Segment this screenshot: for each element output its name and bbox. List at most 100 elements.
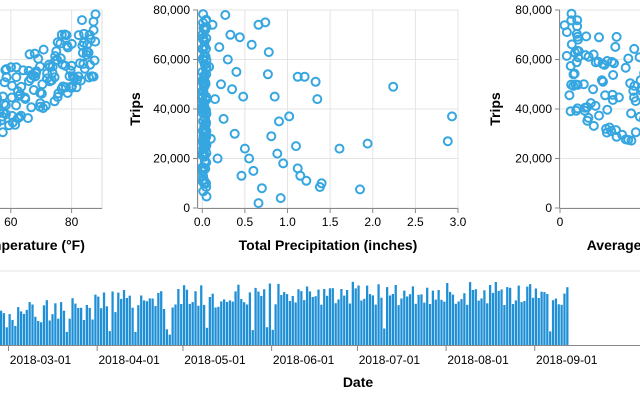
- data-point: [199, 178, 209, 189]
- x-axis-title: Average Wind Speed: [587, 237, 640, 253]
- bar: [371, 295, 374, 345]
- bar: [386, 287, 389, 345]
- data-point: [607, 89, 618, 100]
- data-point: [201, 117, 212, 128]
- bar: [22, 313, 26, 345]
- data-point: [572, 15, 583, 26]
- bar: [180, 304, 183, 345]
- x-tick-label: 0: [557, 215, 564, 229]
- bars: [0, 281, 569, 345]
- data-point: [0, 65, 11, 75]
- bar: [380, 297, 383, 345]
- bar: [68, 318, 71, 345]
- data-point: [216, 79, 226, 90]
- bar: [331, 288, 334, 345]
- bar: [314, 296, 317, 345]
- data-point: [38, 44, 49, 55]
- data-point: [0, 93, 3, 103]
- x-tick-label: 80: [65, 215, 79, 229]
- data-point: [572, 103, 583, 114]
- x-axis-title: Total Precipitation (inches): [239, 237, 418, 253]
- y-tick-label: 0: [183, 201, 190, 215]
- bar: [551, 300, 555, 345]
- data-point: [60, 60, 71, 71]
- daily-trips-bar-panel: 2018-03-01 2018-04-01 2018-05-01 2018-06-01…: [0, 270, 640, 390]
- data-point: [291, 141, 301, 152]
- bar: [97, 296, 100, 345]
- y-tick-label: 60,000: [515, 53, 552, 67]
- data-point: [84, 29, 95, 40]
- data-point: [40, 100, 51, 111]
- bar: [80, 307, 83, 345]
- y-axis-ticks: 0 20,000 40,000 60,000 80,000: [515, 3, 560, 215]
- bar: [554, 298, 558, 345]
- data-point: [244, 153, 255, 164]
- bar: [228, 300, 231, 345]
- bar: [323, 289, 326, 345]
- bar: [531, 297, 535, 345]
- x-tick-label: 1.0: [279, 215, 296, 229]
- data-point: [272, 148, 283, 159]
- data-point: [199, 36, 210, 47]
- bar: [514, 300, 517, 345]
- bar: [251, 330, 254, 345]
- data-point: [620, 62, 631, 73]
- bar: [171, 307, 174, 345]
- data-point: [229, 128, 240, 139]
- bar: [337, 299, 340, 345]
- bar: [260, 295, 263, 345]
- bar: [566, 287, 569, 345]
- data-point: [246, 39, 257, 50]
- bar: [328, 288, 332, 345]
- bar: [368, 294, 372, 345]
- data-point: [578, 79, 589, 90]
- data-point: [611, 31, 622, 42]
- data-point: [198, 74, 209, 85]
- bar: [2, 313, 6, 345]
- data-point: [312, 94, 323, 105]
- data-points: [0, 9, 101, 138]
- x-tick-label: 2018-05-01: [184, 353, 246, 367]
- data-point: [47, 67, 58, 78]
- data-point: [601, 127, 612, 138]
- bar: [131, 307, 134, 345]
- data-point: [596, 75, 607, 86]
- x-tick-label: 2018-03-01: [10, 353, 72, 367]
- bar: [202, 304, 206, 345]
- bar: [19, 311, 23, 345]
- bar: [42, 305, 46, 345]
- data-point: [53, 88, 64, 99]
- data-point: [33, 53, 44, 64]
- bar: [194, 291, 197, 345]
- x-tick-label: 2.0: [364, 215, 381, 229]
- y-axis-title: Trips: [487, 92, 503, 126]
- bar: [417, 294, 420, 345]
- bar: [408, 294, 412, 345]
- bar: [77, 307, 80, 345]
- bar: [162, 309, 166, 345]
- x-axis-title: Date: [343, 374, 374, 390]
- x-tick-label: 2.5: [407, 215, 424, 229]
- bar: [300, 291, 303, 345]
- data-point: [78, 58, 89, 69]
- bar: [474, 289, 477, 345]
- data-point: [79, 28, 89, 39]
- data-point: [66, 82, 77, 93]
- bar: [200, 285, 203, 345]
- bar: [377, 284, 380, 345]
- data-point: [566, 15, 577, 26]
- bar: [308, 291, 312, 345]
- data-point: [570, 47, 580, 58]
- y-tick-label: 0: [545, 201, 552, 215]
- bar: [283, 292, 286, 345]
- bar: [91, 319, 94, 345]
- bar: [297, 289, 300, 345]
- bar: [168, 334, 171, 345]
- bar: [320, 304, 323, 345]
- bar: [420, 294, 423, 345]
- y-tick-label: 20,000: [515, 152, 552, 166]
- data-point: [299, 71, 310, 82]
- bar: [108, 331, 111, 345]
- bar: [488, 285, 492, 345]
